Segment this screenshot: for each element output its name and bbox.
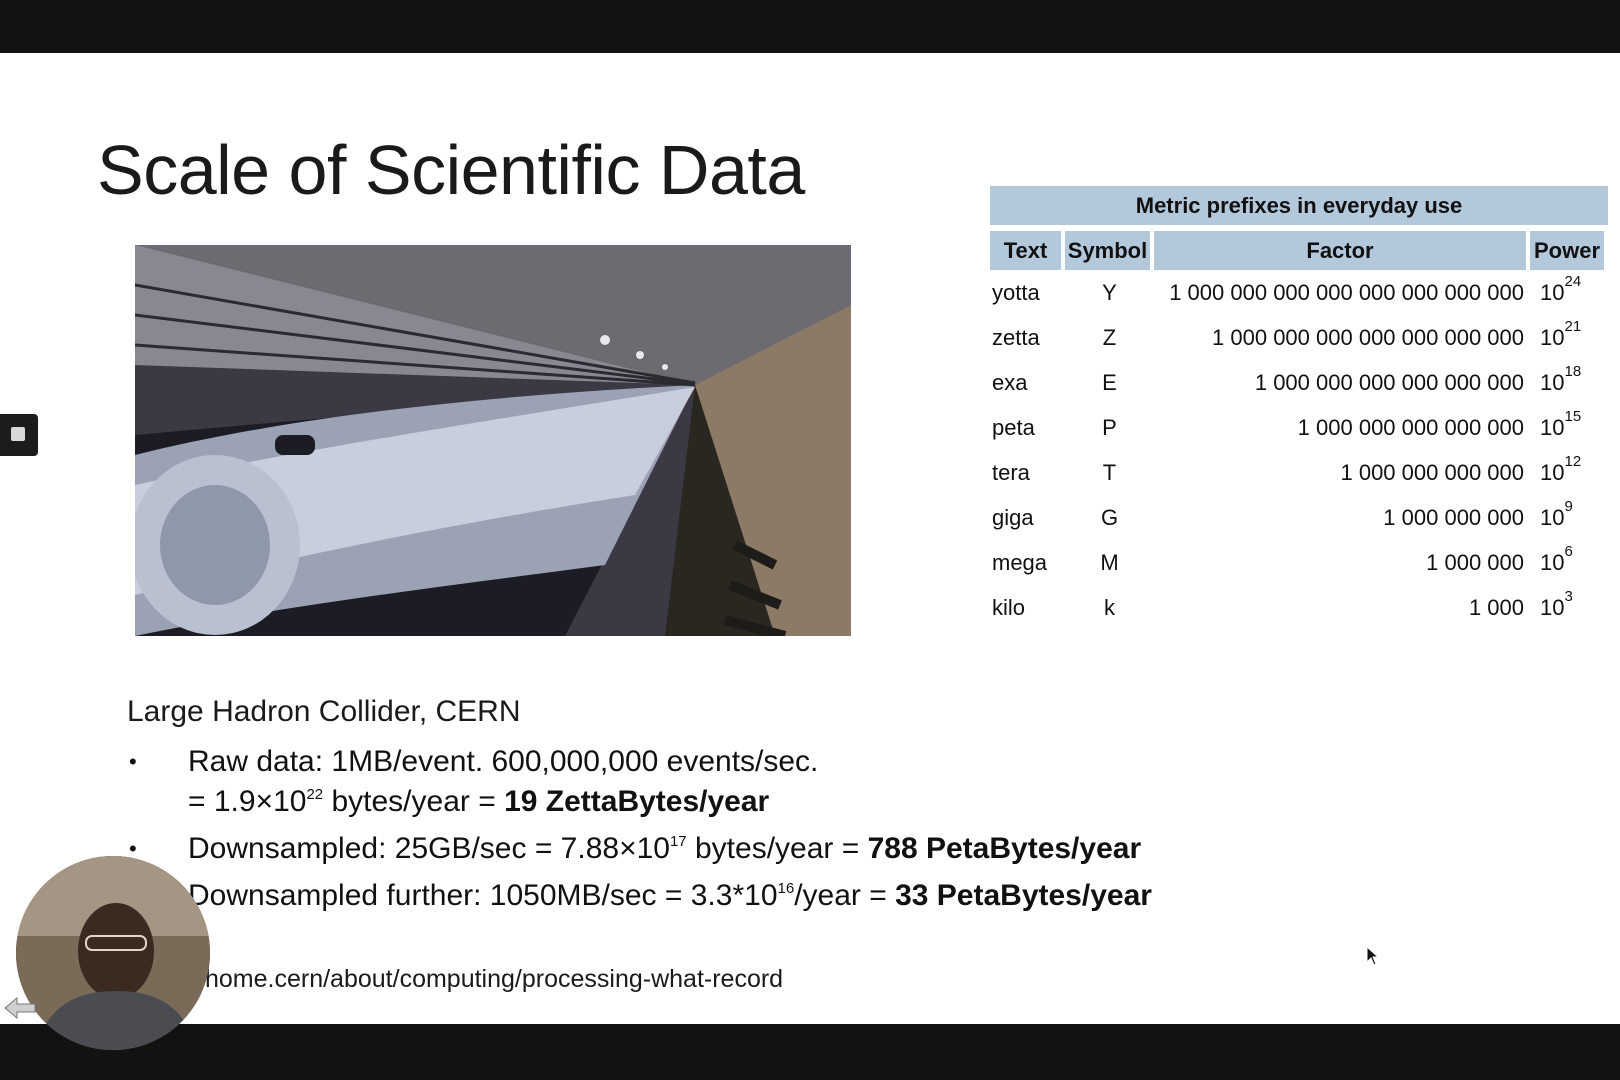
cell-text: exa (992, 369, 1028, 395)
table-row: mega M 1 000 000 106 (990, 540, 1608, 585)
cell-text: kilo (992, 594, 1026, 620)
cell-text: zetta (992, 324, 1040, 350)
cell-text: giga (992, 504, 1034, 530)
bullet-emphasis: 19 ZettaBytes/year (504, 785, 770, 818)
table-row: peta P 1 000 000 000 000 000 1015 (990, 405, 1608, 450)
cell-power: 106 (1540, 542, 1573, 575)
cell-factor: 1 000 000 000 000 000 (1297, 414, 1524, 440)
table-caption: Metric prefixes in everyday use (990, 186, 1608, 225)
cell-text: mega (992, 549, 1048, 575)
table-row: yotta Y 1 000 000 000 000 000 000 000 00… (990, 270, 1608, 315)
cell-symbol: Y (1102, 279, 1117, 305)
bullet-text: Raw data: 1MB/event. 600,000,000 events/… (188, 745, 819, 778)
bullet-dot: • (129, 836, 137, 861)
stop-square-icon[interactable] (0, 414, 38, 456)
bullet-list: • Raw data: 1MB/event. 600,000,000 event… (127, 742, 1152, 916)
cell-power: 1012 (1540, 452, 1582, 485)
cell-power: 1024 (1540, 272, 1582, 305)
cell-symbol: P (1102, 414, 1117, 440)
cell-factor: 1 000 000 000 000 000 000 000 000 (1169, 279, 1524, 305)
cell-power: 1021 (1540, 317, 1582, 350)
cell-text: yotta (992, 279, 1040, 305)
table-row: giga G 1 000 000 000 109 (990, 495, 1608, 540)
bullet-item: • Raw data: 1MB/event. 600,000,000 event… (127, 742, 1152, 782)
photo-caption: Large Hadron Collider, CERN (127, 695, 521, 728)
lhc-tunnel-photo (135, 245, 851, 636)
top-frame-bar (0, 0, 1620, 53)
source-link[interactable]: home.cern/about/computing/processing-wha… (205, 965, 784, 993)
back-arrow-icon[interactable] (3, 995, 37, 1026)
cell-factor: 1 000 000 000 000 (1340, 459, 1524, 485)
table-row: tera T 1 000 000 000 000 1012 (990, 450, 1608, 495)
metric-prefix-table: Metric prefixes in everyday use Text Sym… (990, 186, 1608, 630)
cell-symbol: T (1102, 459, 1117, 485)
bullet-item: • Downsampled: 25GB/sec = 7.88×1017 byte… (127, 829, 1152, 869)
cell-factor: 1 000 000 (1426, 549, 1524, 575)
table-row: kilo k 1 000 103 (990, 585, 1608, 630)
header-power: Power (1530, 231, 1604, 270)
cell-symbol: M (1100, 549, 1119, 575)
cell-factor: 1 000 000 000 000 000 000 (1254, 369, 1524, 395)
header-symbol: Symbol (1065, 231, 1150, 270)
mouse-cursor-icon (1366, 945, 1380, 971)
slide-title: Scale of Scientific Data (97, 131, 805, 209)
cell-symbol: E (1102, 369, 1117, 395)
bullet-dot: • (129, 749, 137, 774)
header-text: Text (990, 231, 1061, 270)
presentation-slide: Scale of Scientific Data (0, 53, 1620, 1024)
cell-symbol: Z (1102, 324, 1117, 350)
cell-factor: 1 000 000 000 000 000 000 000 (1212, 324, 1524, 350)
table-row: exa E 1 000 000 000 000 000 000 1018 (990, 360, 1608, 405)
cell-factor: 1 000 000 000 (1383, 504, 1524, 530)
table-row: zetta Z 1 000 000 000 000 000 000 000 10… (990, 315, 1608, 360)
bottom-frame-bar (0, 1024, 1620, 1080)
webcam-avatar (16, 856, 210, 1050)
bullet-continuation: = 1.9×1022 bytes/year = 19 ZettaBytes/ye… (188, 785, 770, 818)
cell-symbol: G (1100, 504, 1119, 530)
bullet-emphasis: 788 PetaBytes/year (867, 832, 1142, 865)
table-header-row: Text Symbol Factor Power (990, 231, 1608, 270)
cell-factor: 1 000 (1468, 594, 1524, 620)
cell-symbol: k (1104, 594, 1115, 620)
cell-power: 103 (1540, 587, 1573, 620)
cell-power: 1015 (1540, 407, 1582, 440)
cell-power: 109 (1540, 497, 1573, 530)
bullet-emphasis: 33 PetaBytes/year (895, 879, 1152, 912)
header-factor: Factor (1154, 231, 1526, 270)
cell-text: peta (992, 414, 1035, 440)
cell-text: tera (992, 459, 1030, 485)
bullet-item: • Downsampled further: 1050MB/sec = 3.3*… (127, 876, 1152, 916)
cell-power: 1018 (1540, 362, 1582, 395)
